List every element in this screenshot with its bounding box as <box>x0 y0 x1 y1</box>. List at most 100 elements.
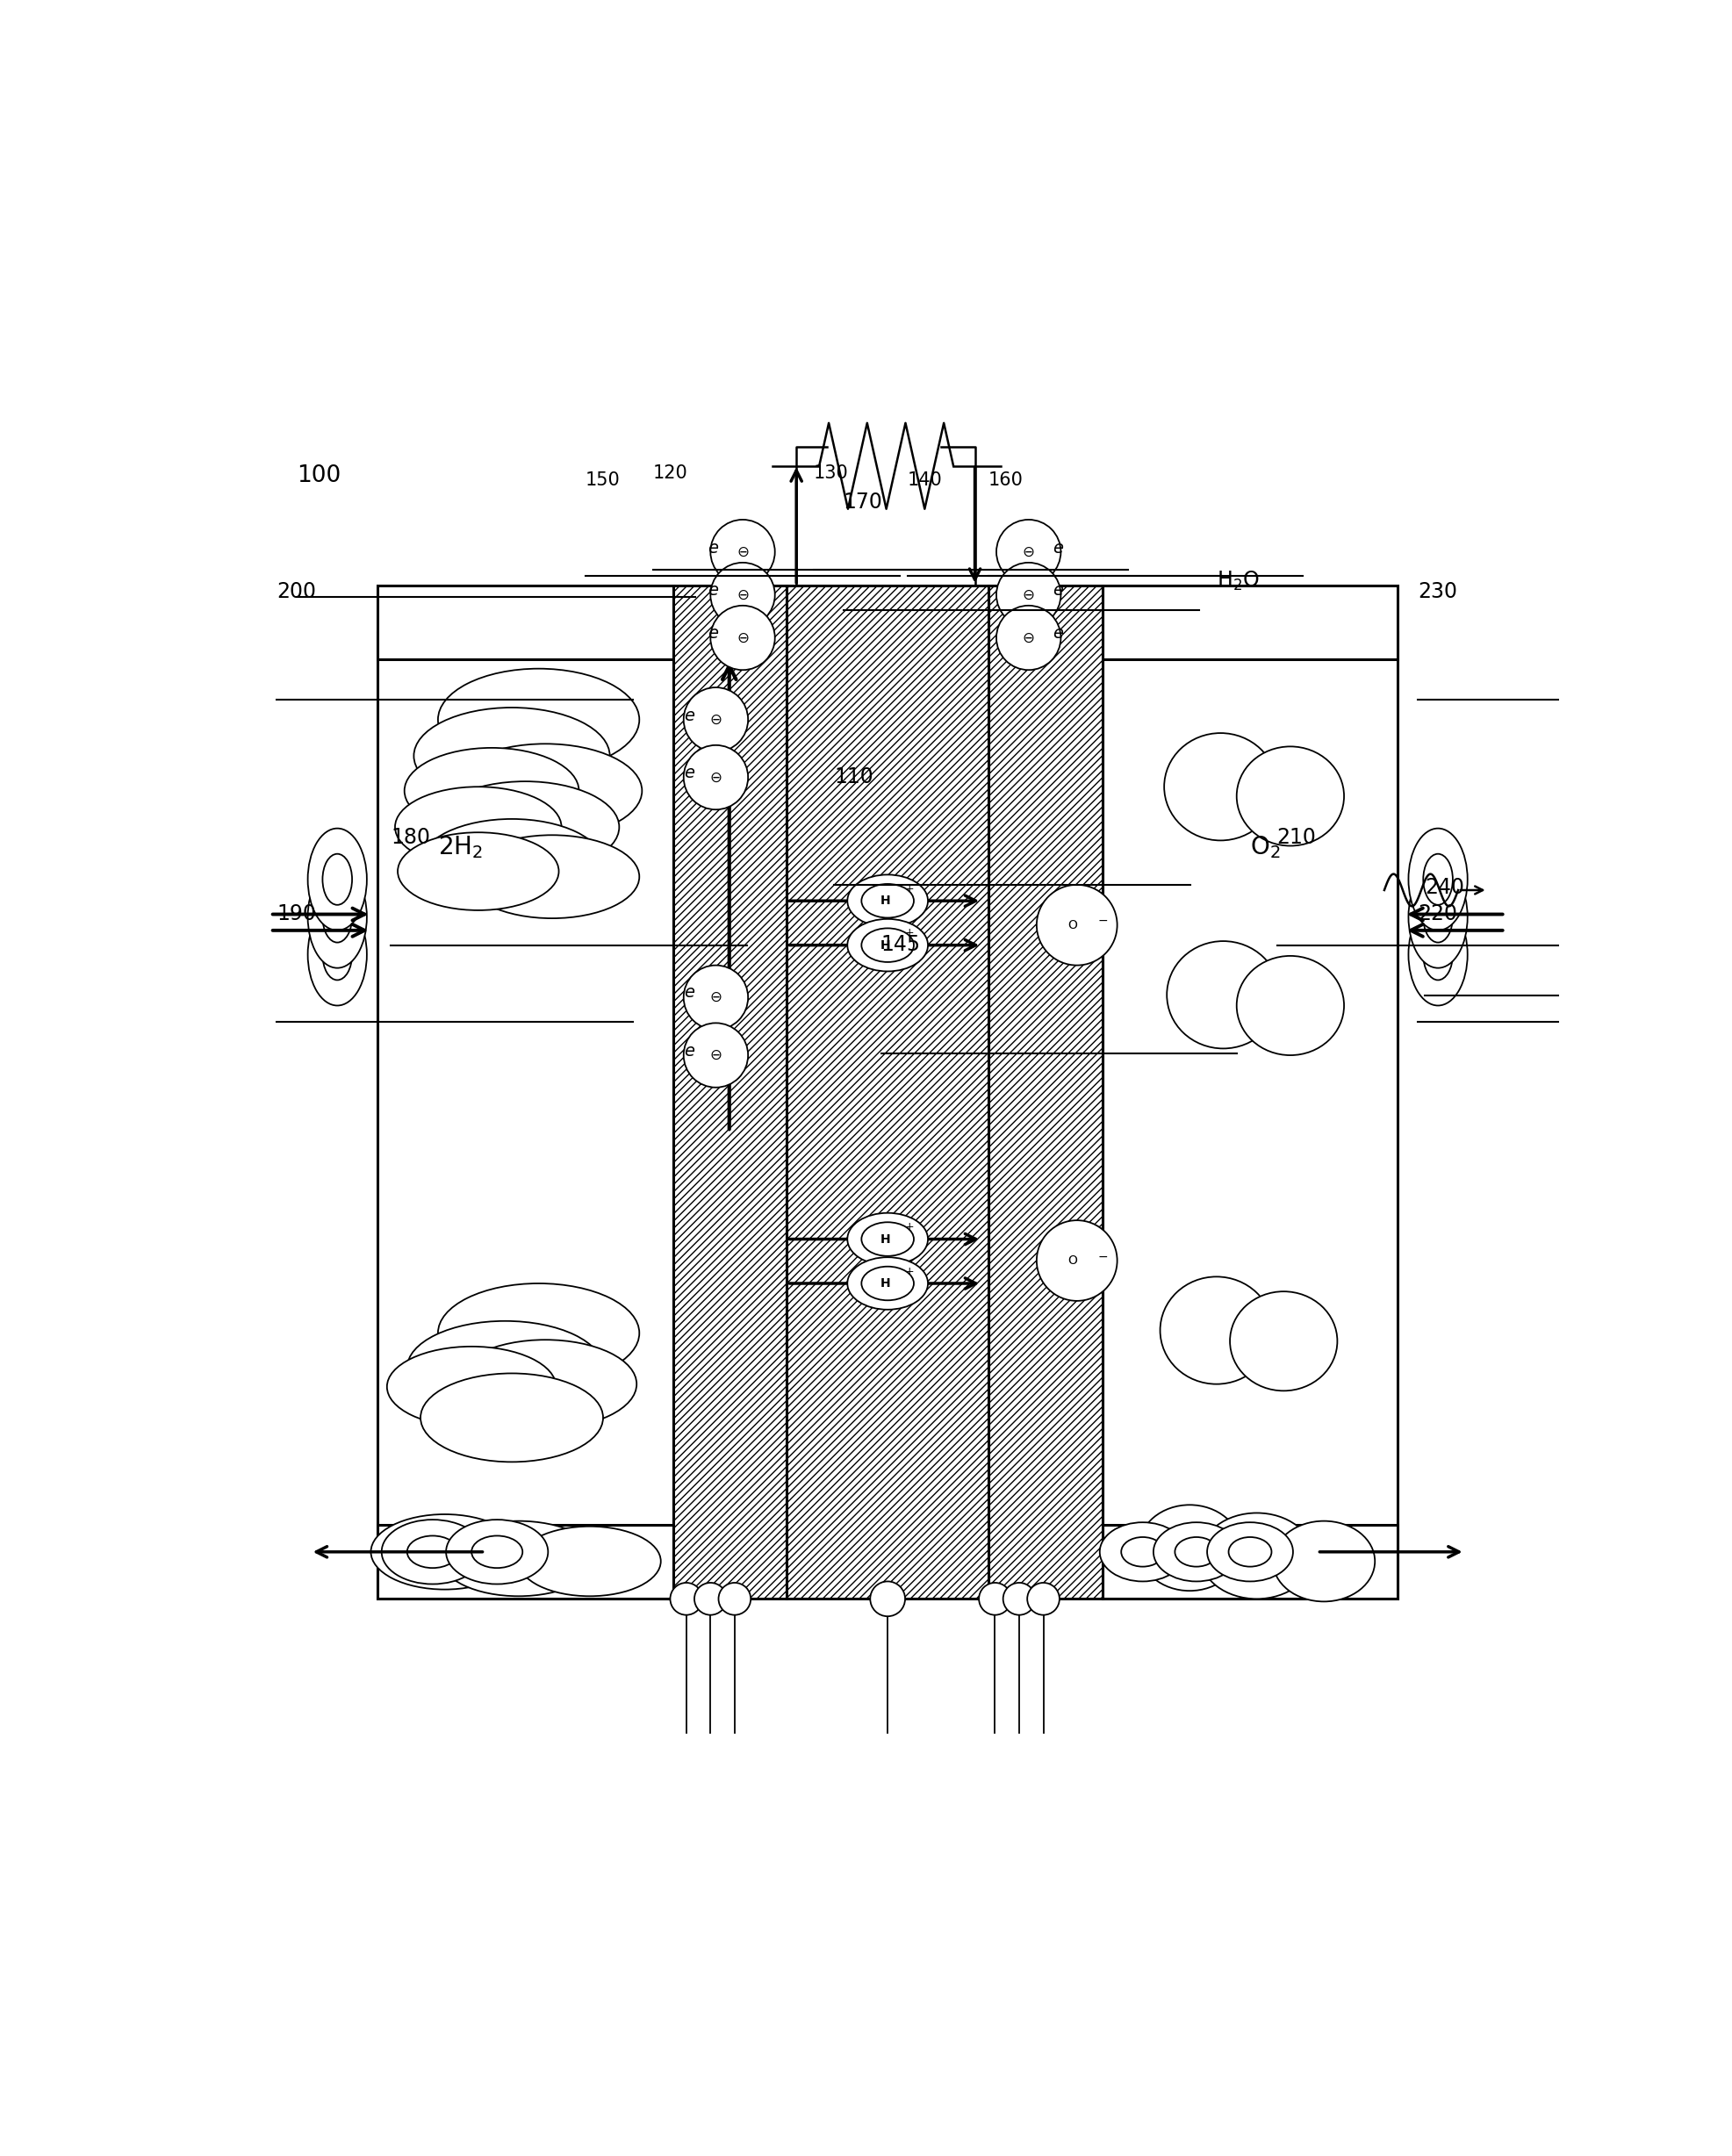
Ellipse shape <box>847 1257 928 1309</box>
Ellipse shape <box>1207 1522 1294 1580</box>
Text: $\ominus$: $\ominus$ <box>1022 630 1036 645</box>
Ellipse shape <box>1237 746 1344 845</box>
Ellipse shape <box>1230 1291 1337 1391</box>
Circle shape <box>710 563 774 627</box>
Text: 240: 240 <box>1424 877 1464 897</box>
Ellipse shape <box>398 832 559 910</box>
Text: +: + <box>906 1266 914 1276</box>
Circle shape <box>710 606 774 671</box>
Ellipse shape <box>404 748 578 834</box>
Bar <box>674 586 786 1600</box>
Bar <box>378 632 672 1600</box>
Text: $\ominus$: $\ominus$ <box>710 770 722 785</box>
Text: H: H <box>880 895 890 908</box>
Ellipse shape <box>431 780 620 873</box>
Bar <box>1102 1524 1398 1600</box>
Text: e: e <box>708 625 719 642</box>
Text: e: e <box>684 765 695 783</box>
Ellipse shape <box>1237 955 1344 1054</box>
Text: e: e <box>1053 625 1063 642</box>
Circle shape <box>719 1583 750 1615</box>
Text: +: + <box>906 1220 914 1233</box>
Bar <box>378 1524 672 1600</box>
Text: $\ominus$: $\ominus$ <box>1022 586 1036 604</box>
Text: 100: 100 <box>298 464 341 487</box>
Ellipse shape <box>449 744 643 839</box>
Circle shape <box>684 688 748 752</box>
Ellipse shape <box>414 707 610 804</box>
Ellipse shape <box>464 834 639 918</box>
Text: $\ominus$: $\ominus$ <box>736 586 748 604</box>
Text: e: e <box>1053 582 1063 599</box>
Text: −: − <box>1098 914 1108 927</box>
Text: 180: 180 <box>391 828 431 847</box>
Ellipse shape <box>308 867 367 968</box>
Ellipse shape <box>447 1520 547 1585</box>
Text: $\ominus$: $\ominus$ <box>1022 543 1036 561</box>
Text: e: e <box>684 707 695 724</box>
Text: 220: 220 <box>1419 903 1457 925</box>
Text: 140: 140 <box>908 472 942 489</box>
Text: e: e <box>1053 539 1063 556</box>
Circle shape <box>684 1022 748 1087</box>
Ellipse shape <box>847 1214 928 1266</box>
Ellipse shape <box>308 828 367 931</box>
Ellipse shape <box>421 819 603 908</box>
Ellipse shape <box>1174 1537 1218 1567</box>
Ellipse shape <box>1424 890 1453 942</box>
Ellipse shape <box>1424 854 1453 906</box>
Text: $\ominus$: $\ominus$ <box>736 543 748 561</box>
Ellipse shape <box>861 884 914 918</box>
Text: $\ominus$: $\ominus$ <box>710 990 722 1005</box>
Circle shape <box>979 1583 1011 1615</box>
Ellipse shape <box>861 1222 914 1257</box>
Text: $\ominus$: $\ominus$ <box>736 630 748 645</box>
Circle shape <box>996 606 1060 671</box>
Text: 190: 190 <box>277 903 317 925</box>
Text: 160: 160 <box>989 472 1024 489</box>
Text: 2H$_2$: 2H$_2$ <box>438 834 483 860</box>
Text: $\ominus$: $\ominus$ <box>710 711 722 727</box>
Text: 200: 200 <box>277 582 317 602</box>
Ellipse shape <box>1121 1537 1164 1567</box>
Text: H: H <box>880 1276 890 1289</box>
Text: 230: 230 <box>1419 582 1457 602</box>
Ellipse shape <box>1138 1505 1240 1591</box>
Circle shape <box>1037 884 1117 966</box>
Ellipse shape <box>1408 867 1467 968</box>
Ellipse shape <box>518 1526 662 1595</box>
Ellipse shape <box>440 1520 596 1595</box>
Circle shape <box>1003 1583 1036 1615</box>
Bar <box>1102 632 1398 1600</box>
Text: 210: 210 <box>1276 828 1316 847</box>
Ellipse shape <box>1408 903 1467 1005</box>
Ellipse shape <box>322 890 352 942</box>
Ellipse shape <box>395 787 561 867</box>
Ellipse shape <box>386 1348 556 1427</box>
Text: +: + <box>906 884 914 895</box>
Ellipse shape <box>471 1535 523 1567</box>
Text: 120: 120 <box>653 464 688 483</box>
Text: 150: 150 <box>585 472 620 489</box>
Ellipse shape <box>308 903 367 1005</box>
Circle shape <box>1027 1583 1060 1615</box>
Bar <box>786 586 989 1600</box>
Text: e: e <box>708 539 719 556</box>
Ellipse shape <box>407 1322 603 1414</box>
Ellipse shape <box>1164 733 1276 841</box>
Ellipse shape <box>1154 1522 1240 1580</box>
Text: +: + <box>906 927 914 938</box>
Text: e: e <box>684 1044 695 1059</box>
Text: −: − <box>1098 1250 1108 1263</box>
Ellipse shape <box>381 1520 483 1585</box>
Ellipse shape <box>1100 1522 1186 1580</box>
Ellipse shape <box>438 668 639 770</box>
Text: 170: 170 <box>843 492 883 513</box>
Ellipse shape <box>322 929 352 981</box>
Text: 110: 110 <box>835 768 873 787</box>
Ellipse shape <box>861 1266 914 1300</box>
Text: H: H <box>880 940 890 951</box>
Ellipse shape <box>454 1339 637 1429</box>
Bar <box>1102 586 1398 660</box>
Ellipse shape <box>847 918 928 972</box>
